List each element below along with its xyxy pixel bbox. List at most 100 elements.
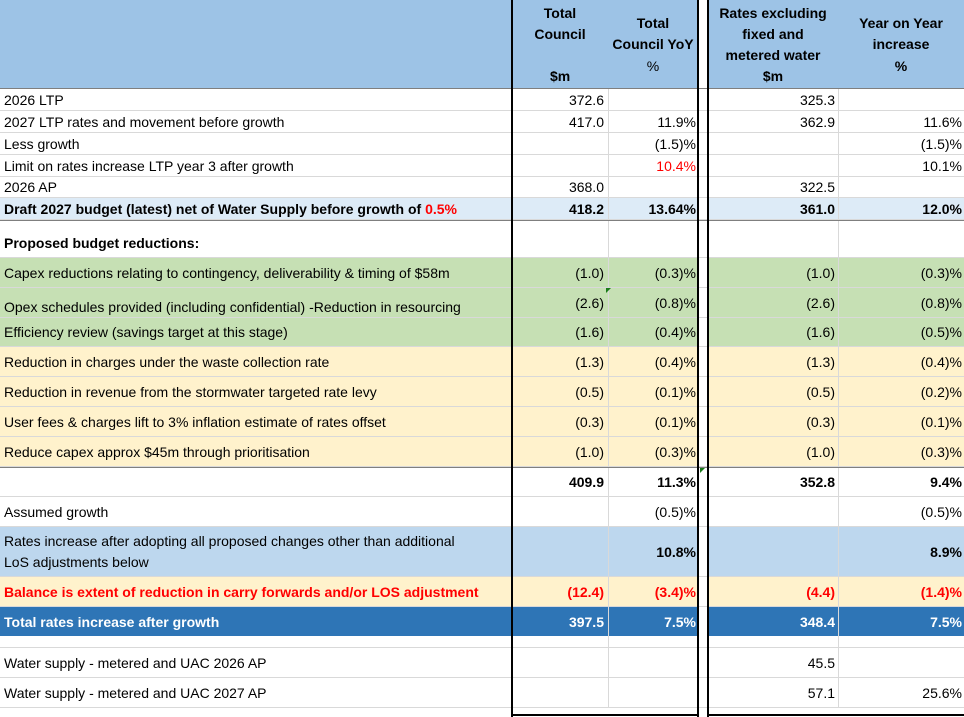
cell-total-council: 417.0 (512, 111, 608, 132)
row-label: Water supply - metered and UAC 2026 AP (4, 654, 267, 671)
header-total-council-yoy: Total Council YoY % (608, 0, 698, 88)
table-row: Opex schedules provided (including confi… (0, 288, 964, 318)
column-border-left (511, 0, 513, 717)
header-row: Total Council $m Total Council YoY % Rat… (0, 0, 964, 89)
cell-total-council (512, 155, 608, 176)
cell-total-council-yoy: (0.8)% (608, 288, 698, 317)
cell-total-council (512, 133, 608, 154)
cell-total-council (512, 221, 608, 257)
cell-total-council-yoy: (0.5)% (608, 497, 698, 526)
cell-total-council: 418.2 (512, 198, 608, 219)
cell-rates-excluding: 322.5 (708, 177, 838, 197)
table-row: Reduce capex approx $45m through priorit… (0, 437, 964, 467)
row-label: 2026 AP (4, 179, 57, 195)
table-row: Assumed growth (0.5)% (0.5)% (0, 497, 964, 527)
cell-total-council-yoy (608, 177, 698, 197)
table-row-blank (0, 636, 964, 648)
cell-total-council-yoy (608, 221, 698, 257)
cell-total-council: (1.3) (512, 347, 608, 376)
cell-rates-excluding: 361.0 (708, 198, 838, 219)
cell-rates-excluding (708, 497, 838, 526)
cell-total-council-yoy (608, 678, 698, 707)
row-label (0, 636, 512, 647)
cell-total-council: (0.3) (512, 407, 608, 436)
cell-total-council-yoy (608, 636, 698, 647)
table-row: Water supply - metered and UAC 2027 AP 5… (0, 678, 964, 708)
header-col1-line2: Council (534, 26, 586, 42)
row-label: Total rates increase after growth (4, 613, 220, 630)
cell-year-on-year: 8.9% (838, 527, 964, 576)
header-col3-line1: Rates excluding (719, 5, 827, 21)
row-label-text: Draft 2027 budget (latest) net of Water … (4, 200, 426, 217)
cell-rates-excluding: 348.4 (708, 607, 838, 636)
cell-year-on-year: 11.6% (838, 111, 964, 132)
cell-comment-indicator (700, 468, 705, 473)
cell-year-on-year: (0.4)% (838, 347, 964, 376)
table-row-subtotal: 409.9 11.3% 352.8 9.4% (0, 467, 964, 497)
cell-total-council-yoy: (3.4)% (608, 577, 698, 606)
cell-rates-excluding: 57.1 (708, 678, 838, 707)
header-col2-line2: Council YoY (612, 36, 694, 52)
table-row: Capex reductions relating to contingency… (0, 258, 964, 288)
cell-year-on-year: (0.5)% (838, 318, 964, 346)
cell-total-council: (1.0) (512, 258, 608, 287)
cell-total-council-yoy: 11.3% (608, 468, 698, 496)
row-label: 2026 LTP (4, 91, 64, 108)
header-col2-line1: Total (636, 15, 670, 31)
cell-total-council-yoy: (0.3)% (608, 437, 698, 466)
cell-rates-excluding: 45.5 (708, 648, 838, 677)
cell-rates-excluding: (1.6) (708, 318, 838, 346)
row-label: Assumed growth (4, 503, 109, 520)
cell-total-council: (1.6) (512, 318, 608, 346)
header-col1-line1: Total (543, 5, 577, 21)
cell-rates-excluding: (1.0) (708, 258, 838, 287)
row-label: 2027 LTP rates and movement before growt… (4, 113, 285, 130)
cell-rates-excluding: 362.9 (708, 111, 838, 132)
row-label-line2: LoS adjustments below (4, 553, 149, 570)
header-col3-unit: $m (762, 68, 784, 84)
cell-total-council: (0.5) (512, 377, 608, 406)
cell-rates-excluding: (1.3) (708, 347, 838, 376)
table-row: Water supply - metered and UAC 2026 AP 4… (0, 648, 964, 678)
row-label: User fees & charges lift to 3% inflation… (4, 413, 386, 430)
header-total-council: Total Council $m (512, 0, 608, 88)
table-row: Reduction in revenue from the stormwater… (0, 377, 964, 407)
cell-total-council-yoy (608, 648, 698, 677)
cell-total-council-yoy: (1.5)% (608, 133, 698, 154)
cell-total-council: 409.9 (512, 468, 608, 496)
cell-year-on-year (838, 648, 964, 677)
row-label: Limit on rates increase LTP year 3 after… (4, 157, 294, 174)
cell-rates-excluding: 325.3 (708, 89, 838, 110)
row-label: Capex reductions relating to contingency… (4, 264, 450, 281)
cell-year-on-year: 25.6% (838, 678, 964, 707)
header-rates-excluding: Rates excluding fixed and metered water … (708, 0, 838, 88)
cell-total-council-yoy: (0.4)% (608, 347, 698, 376)
cell-rates-excluding: (1.0) (708, 437, 838, 466)
table-row: Less growth (1.5)% (1.5)% (0, 133, 964, 155)
table-row: Efficiency review (savings target at thi… (0, 318, 964, 347)
cell-total-council-yoy: 10.8% (608, 527, 698, 576)
cell-total-council (512, 678, 608, 707)
cell-total-council-yoy: 11.9% (608, 111, 698, 132)
column-border-mid-right (697, 0, 699, 717)
row-label: Reduce capex approx $45m through priorit… (4, 443, 310, 460)
cell-year-on-year (838, 221, 964, 257)
header-col4-line2: increase (872, 36, 930, 52)
cell-total-council: 368.0 (512, 177, 608, 197)
cell-rates-excluding (708, 155, 838, 176)
row-label: Draft 2027 budget (latest) net of Water … (0, 198, 512, 219)
cell-year-on-year: (0.3)% (838, 258, 964, 287)
row-label: Efficiency review (savings target at thi… (4, 324, 288, 340)
cell-total-council: 372.6 (512, 89, 608, 110)
table-row-total: Total rates increase after growth 397.5 … (0, 607, 964, 636)
cell-total-council: (1.0) (512, 437, 608, 466)
row-label-line1: Rates increase after adopting all propos… (4, 532, 455, 549)
cell-total-council (512, 497, 608, 526)
header-col4-line1: Year on Year (859, 15, 943, 31)
cell-total-council-yoy (608, 89, 698, 110)
cell-rates-excluding (708, 527, 838, 576)
header-col2-unit: % (646, 58, 660, 74)
row-label: Reduction in revenue from the stormwater… (4, 383, 377, 400)
table-row-rates-increase: Rates increase after adopting all propos… (0, 527, 964, 577)
cell-rates-excluding (708, 636, 838, 647)
